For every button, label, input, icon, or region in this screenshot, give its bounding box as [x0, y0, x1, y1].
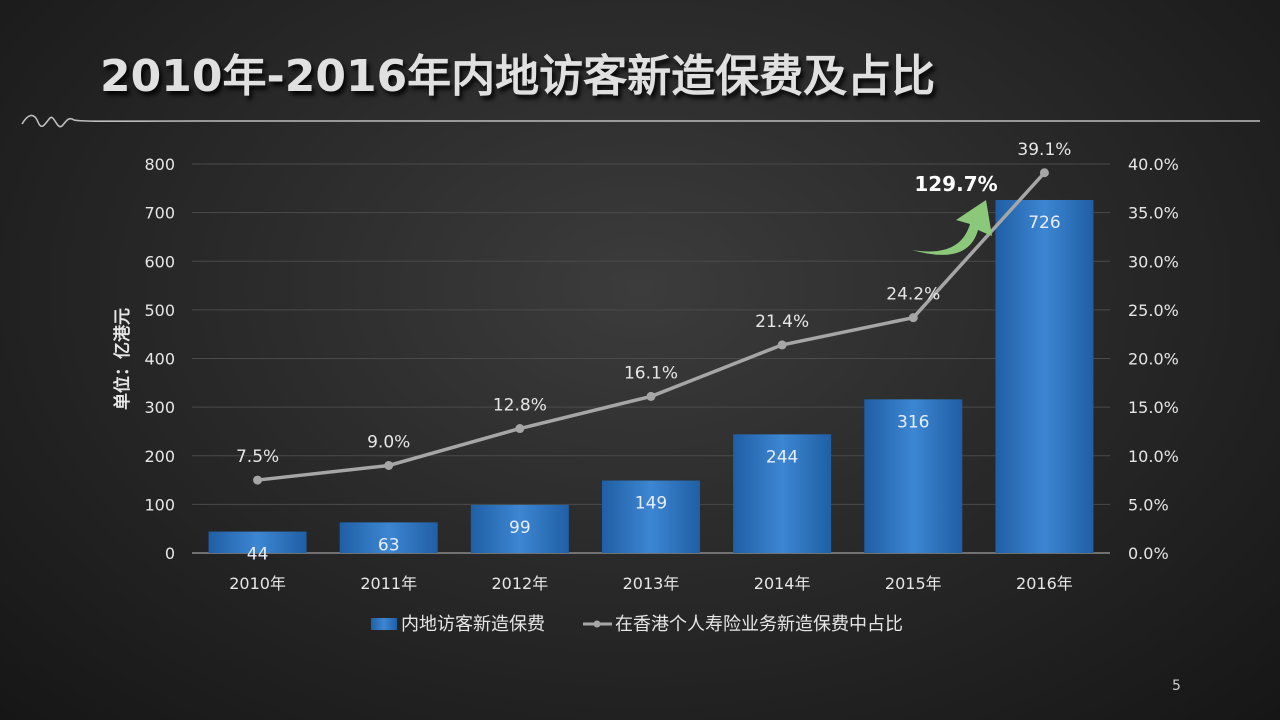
bar	[733, 434, 832, 553]
page-number: 5	[1172, 678, 1181, 694]
left-axis-tick: 600	[144, 252, 175, 271]
line-point	[1039, 168, 1049, 178]
line-series	[253, 168, 1049, 485]
line-point	[253, 475, 263, 485]
x-axis-tick: 2011年	[360, 574, 417, 593]
legend-bar-swatch	[371, 618, 397, 630]
left-axis-tick: 0	[165, 544, 175, 563]
left-axis-tick: 300	[144, 398, 175, 417]
bar-value-label: 99	[509, 518, 531, 538]
right-axis-tick: 30.0%	[1128, 252, 1179, 271]
legend: 内地访客新造保费 在香港个人寿险业务新造保费中占比	[371, 614, 903, 635]
right-axis-ticks: 0.0% 5.0% 10.0% 15.0% 20.0% 25.0% 30.0% 35.0% 40…	[1128, 155, 1179, 563]
right-axis-tick: 10.0%	[1128, 447, 1179, 466]
line-value-label: 16.1%	[624, 363, 678, 383]
x-axis-tick: 2014年	[754, 574, 811, 593]
bar	[208, 531, 307, 553]
left-axis-label: 单位：亿港元	[112, 308, 133, 410]
bar-value-label: 63	[378, 535, 400, 555]
bar-value-label: 316	[897, 412, 929, 432]
line-point	[646, 391, 656, 401]
line-value-label: 7.5%	[236, 447, 279, 467]
line-value-label: 24.2%	[886, 285, 940, 305]
line-value-label: 39.1%	[1017, 140, 1071, 160]
legend-line-label: 在香港个人寿险业务新造保费中占比	[615, 614, 903, 635]
bar	[602, 480, 700, 553]
right-axis-tick: 20.0%	[1128, 350, 1179, 369]
line-value-label: 9.0%	[367, 432, 410, 452]
bar-value-label: 44	[247, 545, 269, 565]
right-axis-tick: 15.0%	[1128, 398, 1179, 417]
bar-value-label: 726	[1028, 213, 1060, 233]
x-axis-tick: 2015年	[885, 574, 942, 593]
right-axis-tick: 0.0%	[1128, 544, 1169, 563]
bar	[995, 199, 1094, 554]
bar-value-label: 244	[766, 447, 798, 467]
x-axis-tick: 2010年	[229, 574, 286, 593]
line-data-labels: 7.5% 9.0% 12.8% 16.1% 21.4% 24.2% 39.1%	[236, 140, 1071, 467]
right-axis-tick: 5.0%	[1128, 495, 1169, 514]
right-axis-tick: 35.0%	[1128, 204, 1179, 223]
left-axis-tick: 500	[144, 301, 175, 320]
page-title: 2010年-2016年内地访客新造保费及占比	[100, 51, 936, 102]
x-axis-ticks: 2010年 2011年 2012年 2013年 2014年 2015年 2016年	[229, 574, 1073, 593]
x-axis-tick: 2016年	[1016, 574, 1073, 593]
left-axis-ticks: 0 100 200 300 400 500 600 700 800	[144, 155, 175, 563]
bar	[864, 399, 963, 553]
line-point	[515, 424, 525, 434]
x-axis-tick: 2013年	[623, 574, 680, 593]
legend-bar-label: 内地访客新造保费	[401, 614, 545, 635]
line-point	[908, 313, 918, 323]
growth-label: 129.7%	[914, 172, 997, 196]
line-point	[384, 460, 394, 470]
bar-value-label: 149	[635, 494, 667, 514]
bar-series	[208, 199, 1094, 554]
left-axis-tick: 100	[144, 495, 175, 514]
left-axis-tick: 800	[144, 155, 175, 174]
line-point	[777, 340, 787, 350]
bar	[339, 522, 438, 553]
growth-arrow-icon	[912, 200, 992, 255]
x-axis-tick: 2012年	[491, 574, 548, 593]
line-value-label: 12.8%	[493, 396, 547, 416]
growth-annotation: 129.7%	[912, 172, 998, 255]
left-axis-tick: 700	[144, 204, 175, 223]
bar-data-labels: 44 63 99 149 244 316 726	[247, 213, 1061, 565]
right-axis-tick: 40.0%	[1128, 155, 1179, 174]
left-axis-tick: 200	[144, 447, 175, 466]
bar	[470, 504, 569, 553]
left-axis-tick: 400	[144, 350, 175, 369]
line-value-label: 21.4%	[755, 312, 809, 332]
right-axis-tick: 25.0%	[1128, 301, 1179, 320]
